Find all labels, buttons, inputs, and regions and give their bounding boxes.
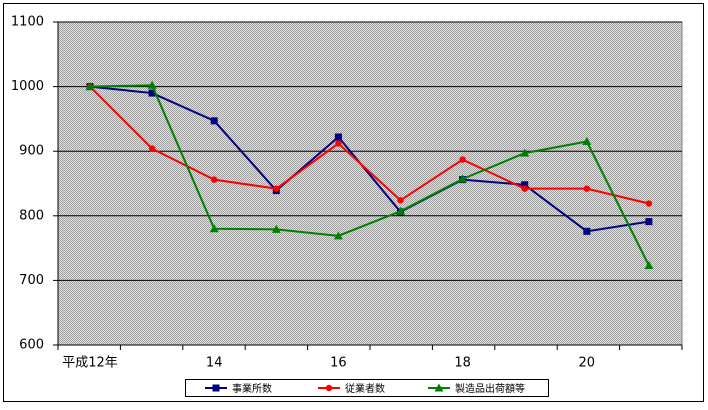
x-tick-label: 16 bbox=[330, 356, 347, 371]
marker bbox=[85, 82, 95, 91]
marker bbox=[273, 185, 280, 192]
marker bbox=[397, 197, 404, 204]
marker bbox=[459, 156, 466, 163]
marker bbox=[583, 227, 591, 235]
legend-label: 製造品出荷額等 bbox=[455, 382, 525, 395]
x-tick-label: 20 bbox=[579, 356, 596, 371]
marker bbox=[645, 218, 653, 226]
marker bbox=[148, 145, 156, 152]
marker bbox=[582, 137, 592, 146]
y-tick-label: 800 bbox=[19, 208, 44, 223]
marker bbox=[335, 140, 342, 147]
series-line bbox=[89, 85, 650, 205]
marker bbox=[645, 200, 653, 207]
marker bbox=[520, 148, 530, 157]
y-tick-label: 600 bbox=[19, 338, 44, 353]
legend-box bbox=[185, 379, 549, 397]
marker bbox=[458, 174, 468, 183]
y-tick-label: 900 bbox=[19, 144, 44, 159]
marker bbox=[334, 133, 342, 141]
marker bbox=[333, 231, 343, 240]
y-tick-label: 1100 bbox=[11, 15, 44, 30]
marker bbox=[147, 80, 157, 89]
marker bbox=[583, 185, 590, 192]
legend-marker bbox=[212, 384, 220, 392]
marker bbox=[396, 206, 405, 215]
x-tick-label: 14 bbox=[206, 356, 223, 371]
legend-marker bbox=[434, 383, 444, 392]
marker bbox=[644, 261, 654, 270]
marker bbox=[521, 185, 528, 192]
x-tick-label: 18 bbox=[454, 356, 471, 371]
plot-area bbox=[57, 21, 683, 346]
marker bbox=[521, 181, 529, 189]
marker bbox=[210, 117, 218, 125]
marker bbox=[209, 224, 219, 233]
marker bbox=[148, 89, 156, 97]
marker bbox=[271, 224, 281, 233]
x-tick-label: 平成12年 bbox=[62, 356, 118, 371]
legend-label: 従業者数 bbox=[345, 382, 385, 395]
legend-label: 事業所数 bbox=[232, 382, 272, 395]
marker bbox=[211, 176, 218, 183]
legend-marker bbox=[325, 384, 333, 392]
series-line bbox=[89, 84, 650, 266]
y-tick-label: 700 bbox=[19, 273, 44, 288]
series-line bbox=[89, 85, 650, 233]
y-tick-label: 1000 bbox=[11, 79, 44, 94]
